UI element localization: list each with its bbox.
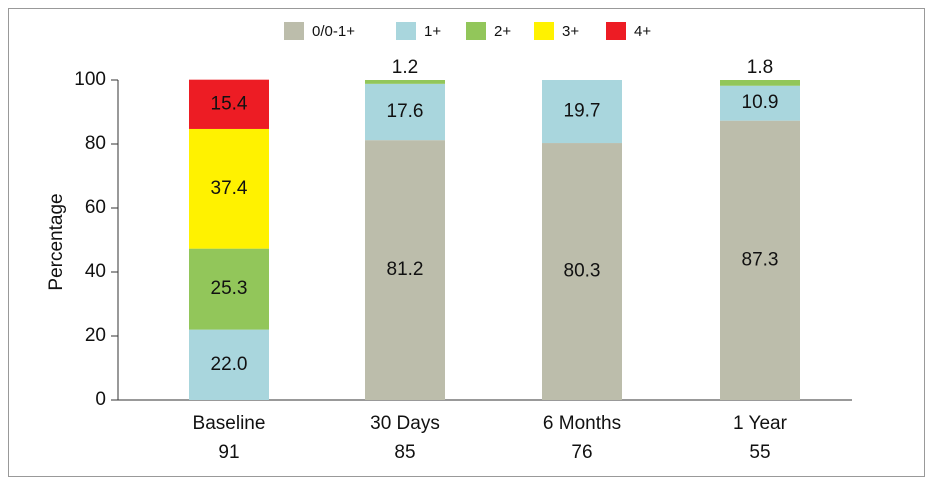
data-label: 87.3 [742, 249, 779, 270]
bar-segment [189, 128, 269, 249]
legend-swatch [396, 22, 416, 40]
data-label: 15.4 [211, 93, 248, 114]
x-tick-sublabel: 55 [749, 442, 770, 463]
legend-label: 4+ [634, 23, 651, 40]
bar-segment [189, 79, 269, 129]
x-tick-sublabel: 91 [218, 442, 239, 463]
data-label: 81.2 [387, 259, 424, 280]
data-label: 22.0 [211, 354, 248, 375]
data-label: 10.9 [742, 92, 779, 113]
y-tick-label: 100 [74, 69, 106, 90]
data-label: 1.8 [747, 57, 773, 78]
data-label: 25.3 [211, 278, 248, 299]
y-tick-label: 40 [85, 261, 106, 282]
y-tick-label: 20 [85, 325, 106, 346]
legend-label: 3+ [562, 23, 579, 40]
bar-segment [720, 80, 800, 86]
legend-label: 1+ [424, 23, 441, 40]
bar-segment [542, 143, 622, 401]
y-axis-title: Percentage [46, 193, 67, 290]
x-tick-sublabel: 85 [394, 442, 415, 463]
y-tick-label: 0 [95, 389, 106, 410]
bar-segment [365, 80, 445, 84]
legend-swatch [284, 22, 304, 40]
legend-swatch [534, 22, 554, 40]
bar-segment [189, 329, 269, 400]
x-tick-label: 1 Year [733, 413, 788, 434]
bar-segment [365, 140, 445, 400]
legend-label: 0/0-1+ [312, 23, 355, 40]
data-label: 80.3 [564, 261, 601, 282]
bar-segment [365, 83, 445, 141]
bar-segment [720, 120, 800, 400]
legend-swatch [606, 22, 626, 40]
bar-segment [189, 248, 269, 330]
data-label: 17.6 [387, 101, 424, 122]
x-tick-label: 6 Months [543, 413, 621, 434]
y-tick-label: 60 [85, 197, 106, 218]
y-tick-label: 80 [85, 133, 106, 154]
legend-swatch [466, 22, 486, 40]
data-label: 37.4 [211, 178, 248, 199]
data-label: 19.7 [564, 101, 601, 122]
x-tick-sublabel: 76 [571, 442, 592, 463]
bar-segment [542, 80, 622, 144]
x-tick-label: 30 Days [370, 413, 440, 434]
bar-segment [720, 85, 800, 121]
x-tick-label: Baseline [193, 413, 266, 434]
legend-label: 2+ [494, 23, 511, 40]
data-label: 1.2 [392, 57, 418, 78]
